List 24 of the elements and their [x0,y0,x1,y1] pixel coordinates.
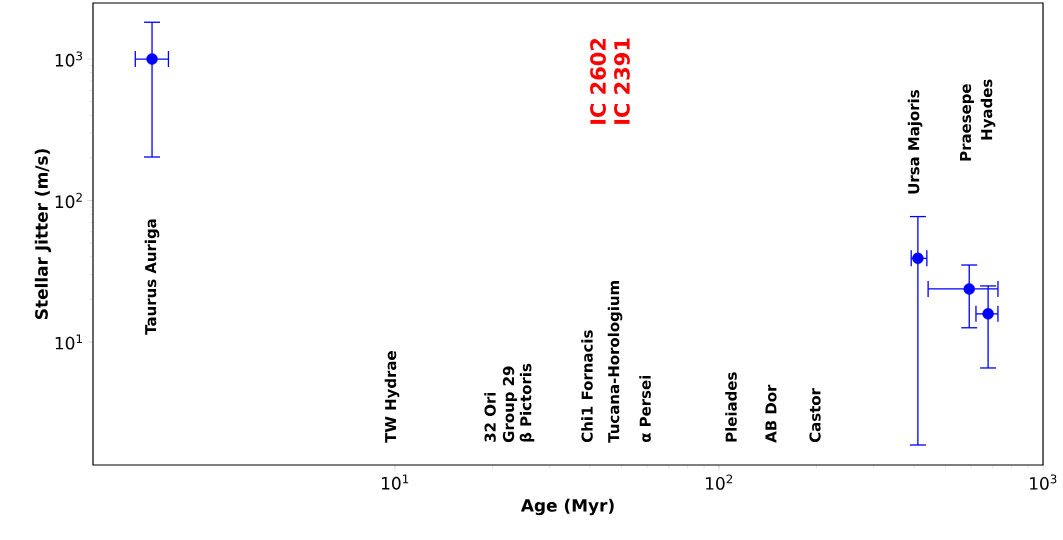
annotation: Hyades [980,79,996,140]
annotation: Praesepe [960,84,975,161]
annotation: Taurus Auriga [144,219,160,335]
annotation: α Persei [639,376,651,443]
x-tick-label: 10$^{1}$ [382,474,409,490]
y-axis-title: Stellar Jitter (m/s) [34,149,52,320]
annotation: 32 Ori [484,392,496,442]
y-tick-label: 10$^{1}$ [55,334,82,350]
annotation: Group 29 [502,366,518,443]
annotation: TW Hydrae [384,351,400,443]
annotation: Ursa Majoris [907,90,923,194]
x-tick-label: 10$^{2}$ [706,474,733,490]
x-tick-label: 10$^{3}$ [1030,474,1057,490]
annotation: β Pictoris [519,363,535,442]
annotation: IC 2602 [590,38,606,124]
annotation: Pleiades [725,372,737,442]
annotation: AB Dor [765,384,777,443]
x-axis-title: Age (Myr) [520,498,614,516]
annotation: Chi1 Fornacis [581,330,593,443]
y-tick-label: 10$^{2}$ [55,192,82,209]
annotation: Castor [809,388,821,443]
annotation: IC 2391 [614,38,630,124]
annotation: Tucana-Horologium [607,281,623,443]
y-tick-label: 10$^{3}$ [55,51,83,67]
